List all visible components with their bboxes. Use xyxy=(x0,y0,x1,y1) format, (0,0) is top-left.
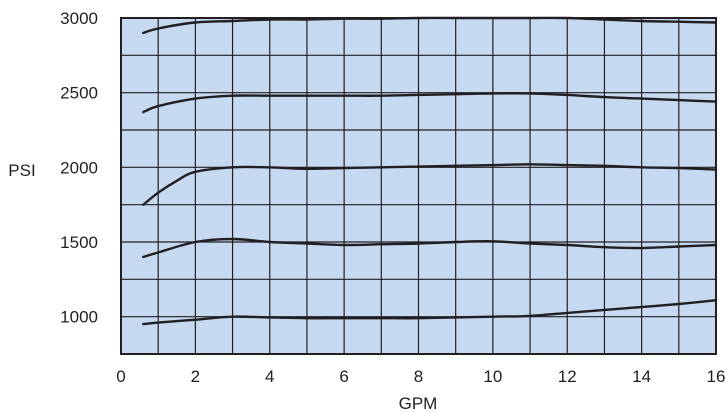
y-axis-label: PSI xyxy=(8,161,35,180)
x-tick-label: 14 xyxy=(632,367,651,386)
y-tick-labels: 1000 1500 2000 2500 3000 xyxy=(60,9,98,327)
y-tick-label: 1000 xyxy=(60,308,98,327)
series-line-3 xyxy=(142,163,718,206)
x-tick-label: 4 xyxy=(265,367,274,386)
x-tick-label: 10 xyxy=(483,367,502,386)
x-tick-label: 16 xyxy=(707,367,726,386)
series-line-5 xyxy=(142,299,718,326)
x-tick-label: 2 xyxy=(191,367,200,386)
x-tick-labels: 0 2 4 6 8 10 12 14 16 xyxy=(116,367,725,386)
series-line-2 xyxy=(142,92,718,114)
series-line-4 xyxy=(142,237,718,259)
y-tick-label: 2000 xyxy=(60,158,98,177)
plot-frame xyxy=(120,17,717,355)
y-tick-label: 1500 xyxy=(60,233,98,252)
x-axis-label: GPM xyxy=(399,394,438,412)
x-tick-label: 0 xyxy=(116,367,125,386)
y-tick-label: 3000 xyxy=(60,9,98,28)
y-tick-label: 2500 xyxy=(60,84,98,103)
x-tick-label: 6 xyxy=(339,367,348,386)
x-tick-label: 12 xyxy=(558,367,577,386)
x-tick-label: 8 xyxy=(414,367,423,386)
